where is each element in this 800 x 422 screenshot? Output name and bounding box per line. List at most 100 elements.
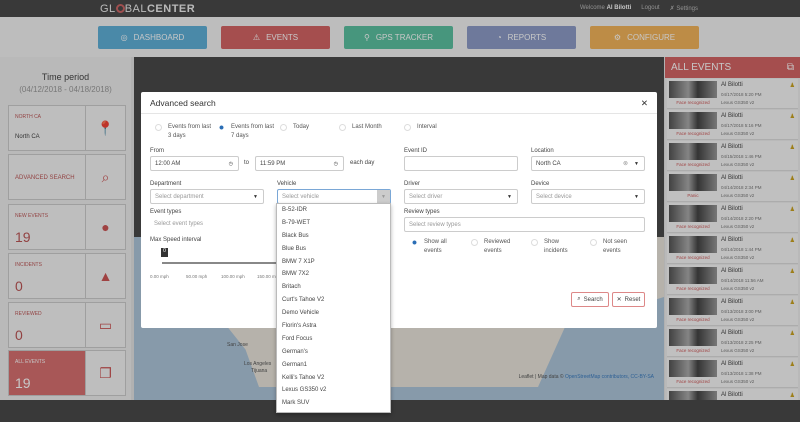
location-select-text: North CA: [536, 161, 561, 167]
nav-events[interactable]: ⚠ EVENTS: [221, 26, 330, 49]
chevron-down-icon[interactable]: ▼: [507, 194, 512, 200]
event-item[interactable]: Face recognized Al Bilotti 04/17/2018 5:20…: [667, 79, 798, 109]
event-item[interactable]: Face recognized Al Bilotti 04/17/2018 5:16…: [667, 110, 798, 140]
speed-slider-handle[interactable]: 0: [161, 248, 168, 257]
vehicle-option[interactable]: Florin's Astra: [282, 323, 317, 330]
event-thumbnail[interactable]: [669, 143, 717, 160]
attribution-link[interactable]: OpenStreetMap contributors, CC-BY-SA: [564, 374, 654, 380]
vehicle-select[interactable]: Select vehicle ▼: [277, 189, 391, 204]
event-thumbnail[interactable]: [669, 205, 717, 222]
chevron-down-icon[interactable]: ▼: [253, 194, 258, 200]
chevron-down-icon[interactable]: ▼: [634, 161, 639, 167]
event-thumbnail[interactable]: [669, 174, 717, 191]
event-thumbnail[interactable]: [669, 298, 717, 315]
vehicle-option[interactable]: BMW 7 X1P: [282, 258, 315, 265]
from-time-input[interactable]: 12:00 AM ◷: [150, 156, 239, 171]
event-thumbnail[interactable]: [669, 329, 717, 346]
review-radio[interactable]: Show incidents: [531, 238, 576, 256]
vehicle-option[interactable]: Kelli's Tahoe V2: [282, 374, 325, 381]
event-thumbnail[interactable]: [669, 81, 717, 98]
vehicle-option[interactable]: Ford Focus: [282, 335, 313, 342]
radio-circle[interactable]: [411, 239, 418, 246]
radio-circle[interactable]: [218, 124, 225, 131]
radio-circle[interactable]: [531, 239, 538, 246]
event-item[interactable]: Face recognized Al Bilotti 04/13/2018 1:38…: [667, 358, 798, 388]
card-all-events[interactable]: ALL EVENTS 19 ❐: [8, 350, 126, 396]
review-radio[interactable]: Not seen events: [590, 238, 635, 256]
review-radio[interactable]: Show all events: [411, 238, 456, 256]
event-thumbnail[interactable]: [669, 360, 717, 377]
card-incidents[interactable]: INCIDENTS 0 ▲: [8, 253, 126, 299]
search-button[interactable]: ⌕ Search: [571, 292, 609, 307]
logout-link[interactable]: Logout: [641, 5, 660, 11]
card-value[interactable]: North CA: [15, 134, 40, 140]
radio-circle[interactable]: [280, 124, 287, 131]
radio-circle[interactable]: [590, 239, 597, 246]
radio-circle[interactable]: [471, 239, 478, 246]
card-north-ca[interactable]: NORTH CA North CA 📍: [8, 105, 126, 151]
period-radio[interactable]: Today: [280, 123, 309, 132]
vehicle-option[interactable]: Britach: [282, 284, 301, 291]
card-value: 0: [15, 327, 23, 343]
to-time-input[interactable]: 11:59 PM ◷: [255, 156, 344, 171]
card-advanced-search[interactable]: ADVANCED SEARCH ⌕: [8, 154, 126, 200]
vehicle-option[interactable]: B-52-IDR: [282, 207, 308, 213]
nav-reports[interactable]: ◔ REPORTS: [467, 26, 576, 49]
nav-configure[interactable]: ⚙ CONFIGURE: [590, 26, 699, 49]
close-icon[interactable]: ✕: [640, 98, 648, 108]
review-radio[interactable]: Reviewed events: [471, 238, 516, 256]
vehicle-option[interactable]: Nemo 1: [277, 410, 390, 412]
event-thumbnail[interactable]: [669, 267, 717, 284]
period-radio[interactable]: Interval: [404, 123, 437, 132]
nav-gps-tracker[interactable]: ⚲ GPS TRACKER: [344, 26, 453, 49]
vehicle-option[interactable]: Demo Vehicle: [282, 310, 320, 317]
event-item[interactable]: Face recognized Al Bilotti 04/14/2018 1:44…: [667, 234, 798, 264]
event-thumbnail[interactable]: [669, 112, 717, 129]
speed-slider-track[interactable]: [162, 262, 277, 264]
reset-button[interactable]: ✕ Reset: [612, 292, 645, 307]
period-radio[interactable]: Events from last 7 days: [218, 123, 278, 141]
vehicle-dropdown-list[interactable]: B-52-IDR B-79-WET Black Bus Blue Bus BMW 7 X…: [276, 203, 391, 413]
x-icon: ✕: [616, 297, 622, 303]
modal-title: Advanced search: [150, 98, 216, 108]
nav-dashboard[interactable]: ◎ DASHBOARD: [98, 26, 207, 49]
chevron-down-icon[interactable]: ▼: [377, 190, 390, 203]
vehicle-option[interactable]: German's: [282, 348, 308, 355]
card-label: NORTH CA: [15, 114, 42, 120]
radio-circle[interactable]: [155, 124, 162, 131]
driver-select[interactable]: Select driver ▼: [404, 189, 518, 204]
department-select[interactable]: Select department ▼: [150, 189, 264, 204]
device-select[interactable]: Select device ▼: [531, 189, 645, 204]
vehicle-option[interactable]: Black Bus: [282, 232, 309, 239]
radio-circle[interactable]: [339, 124, 346, 131]
radio-circle[interactable]: [404, 124, 411, 131]
period-radio[interactable]: Last Month: [339, 123, 382, 132]
vehicle-option[interactable]: Blue Bus: [282, 245, 307, 252]
event-id-input[interactable]: [404, 156, 518, 171]
event-item[interactable]: Face recognized Al Bilotti 04/14/2018 11:5…: [667, 265, 798, 295]
event-types-select[interactable]: Select event types: [150, 217, 264, 232]
event-item[interactable]: Face recognized Al Bilotti 04/13/2018 2:25…: [667, 327, 798, 357]
settings-link[interactable]: ✗ Settings: [670, 5, 698, 12]
review-types-select[interactable]: Select review types: [404, 217, 645, 232]
chevron-down-icon[interactable]: ▼: [634, 194, 639, 200]
clock-icon[interactable]: ◷: [228, 161, 233, 167]
vehicle-option[interactable]: Mark SUV: [282, 400, 310, 407]
clear-icon[interactable]: ⊗: [622, 161, 628, 167]
vehicle-option[interactable]: German1: [282, 361, 308, 368]
filter-icon[interactable]: ⧉: [786, 62, 794, 73]
vehicle-option[interactable]: BMW 7X2: [282, 271, 310, 278]
vehicle-option[interactable]: Curt's Tahoe V2: [282, 297, 325, 304]
event-item[interactable]: Face recognized Al Bilotti 04/14/2018 2:20…: [667, 203, 798, 233]
card-new-events[interactable]: NEW EVENTS 19 ●: [8, 204, 126, 250]
clock-icon[interactable]: ◷: [333, 161, 338, 167]
event-item[interactable]: Panic Al Bilotti 04/14/2018 2:34 PM Lexus G…: [667, 172, 798, 202]
vehicle-option[interactable]: B-79-WET: [282, 219, 311, 226]
vehicle-option[interactable]: Lexus GS350 v2: [282, 387, 327, 394]
event-thumbnail[interactable]: [669, 236, 717, 253]
card-reviewed[interactable]: REVIEWED 0 ▭: [8, 302, 126, 348]
event-item[interactable]: Face recognized Al Bilotti 04/15/2018 1:46…: [667, 141, 798, 171]
location-select[interactable]: North CA ▼ ⊗: [531, 156, 645, 171]
period-radio[interactable]: Events from last 3 days: [155, 123, 215, 141]
event-item[interactable]: Face recognized Al Bilotti 04/13/2018 3:00…: [667, 296, 798, 326]
